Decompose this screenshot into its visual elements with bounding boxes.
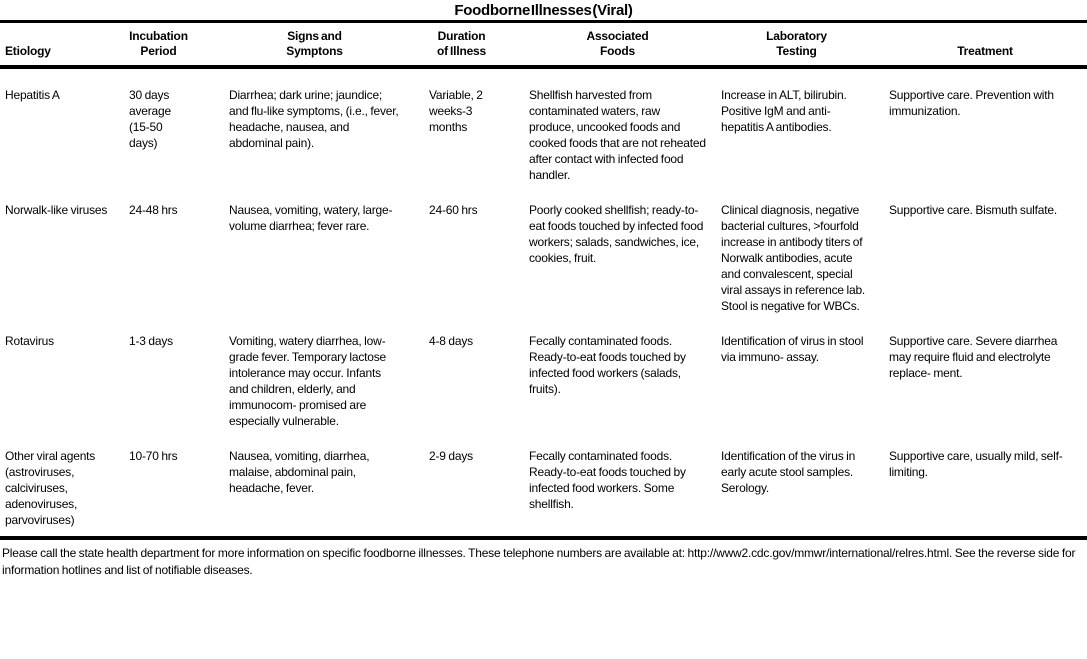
cell-duration: Variable, 2 weeks-3 months: [429, 88, 483, 134]
table-header-row: Etiology Incubation Period Signs and Sym…: [0, 21, 1087, 69]
cell-treatment: Supportive care. Bismuth sulfate.: [889, 203, 1057, 217]
cell-incubation: 24-48 hrs: [129, 203, 178, 217]
cell-lab: Identification of virus in stool via imm…: [721, 334, 864, 364]
table-row: Norwalk-like viruses 24-48 hrs Nausea, v…: [0, 184, 1087, 315]
table-row: Other viral agents (astroviruses, calciv…: [0, 430, 1087, 538]
foodborne-illnesses-table: Etiology Incubation Period Signs and Sym…: [0, 20, 1087, 540]
cell-lab: Identification of the virus in early acu…: [721, 449, 856, 495]
column-header-incubation: Incubation Period: [128, 21, 228, 69]
cell-treatment: Supportive care. Prevention with immuniz…: [889, 88, 1054, 118]
cell-duration: 24-60 hrs: [429, 203, 478, 217]
cell-etiology: Hepatitis A: [5, 88, 60, 102]
column-header-signs: Signs and Symptons: [228, 21, 428, 69]
cell-foods: Poorly cooked shellfish; ready-to-eat fo…: [529, 203, 704, 265]
cell-foods: Fecally contaminated foods. Ready-to-eat…: [529, 449, 686, 511]
cell-treatment: Supportive care, usually mild, self-limi…: [889, 449, 1063, 479]
table-row: Rotavirus 1-3 days Vomiting, watery diar…: [0, 315, 1087, 430]
cell-etiology: Rotavirus: [5, 334, 54, 348]
cell-etiology: Norwalk-like viruses: [5, 203, 108, 217]
cell-signs: Vomiting, watery diarrhea, low-grade fev…: [229, 334, 387, 428]
cell-signs: Diarrhea; dark urine; jaundice; and flu-…: [229, 88, 399, 150]
cell-incubation: 10-70 hrs: [129, 449, 178, 463]
footer-note: Please call the state health department …: [2, 546, 1076, 577]
column-header-etiology: Etiology: [0, 21, 128, 69]
cell-duration: 2-9 days: [429, 449, 473, 463]
cell-duration: 4-8 days: [429, 334, 473, 348]
cell-signs: Nausea, vomiting, watery, large-volume d…: [229, 203, 393, 233]
column-header-duration: Duration of Illness: [428, 21, 528, 69]
cell-signs: Nausea, vomiting, diarrhea, malaise, abd…: [229, 449, 370, 495]
cell-incubation: 1-3 days: [129, 334, 173, 348]
cell-lab: Increase in ALT, bilirubin. Positive IgM…: [721, 88, 847, 134]
cell-lab: Clinical diagnosis, negative bacterial c…: [721, 203, 866, 313]
table-title: Foodborne Illnesses (Viral): [454, 2, 633, 19]
cell-foods: Fecally contaminated foods. Ready-to-eat…: [529, 334, 686, 396]
cell-incubation: 30 days average (15-50 days): [129, 88, 171, 150]
column-header-lab: Laboratory Testing: [720, 21, 888, 69]
column-header-foods: Associated Foods: [528, 21, 720, 69]
table-row: Hepatitis A 30 days average (15-50 days)…: [0, 67, 1087, 184]
column-header-treatment: Treatment: [888, 21, 1087, 69]
cell-foods: Shellfish harvested from contaminated wa…: [529, 88, 706, 182]
cell-etiology: Other viral agents (astroviruses, calciv…: [5, 449, 96, 527]
cell-treatment: Supportive care. Severe diarrhea may req…: [889, 334, 1058, 380]
